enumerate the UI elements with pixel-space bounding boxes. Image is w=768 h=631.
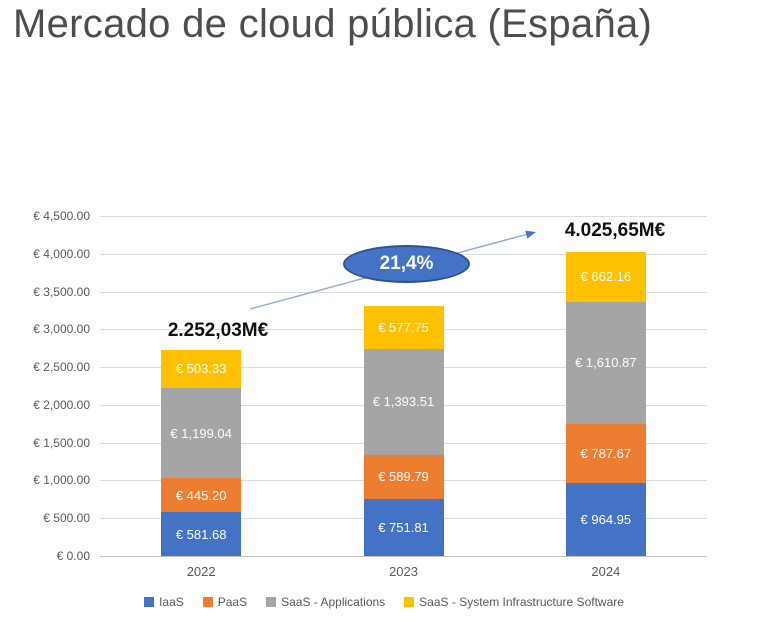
bar-segment-2024-saas-applications: € 1,610.87 bbox=[565, 301, 646, 424]
y-axis-label: € 1,000.00 bbox=[33, 473, 90, 488]
bar-value-label: € 577.75 bbox=[378, 320, 429, 335]
legend-label: PaaS bbox=[217, 595, 248, 609]
legend-swatch-icon bbox=[404, 597, 415, 607]
bar-value-label: € 1,393.51 bbox=[372, 394, 435, 410]
page-title: Mercado de cloud pública (España) bbox=[13, 2, 653, 46]
legend-item-saas-applications: SaaS - Applications bbox=[266, 595, 385, 609]
legend-swatch-icon bbox=[202, 597, 213, 607]
bar-segment-2022-paas: € 445.20 bbox=[161, 478, 242, 513]
bar-segment-2022-saas-system-infrastructure-software: € 503.33 bbox=[161, 349, 242, 388]
x-axis-label-2023: 2023 bbox=[389, 564, 418, 579]
growth-percentage-label: 21,4% bbox=[379, 253, 434, 274]
x-axis-label-2024: 2024 bbox=[591, 564, 621, 579]
legend-label: SaaS - Applications bbox=[281, 595, 386, 609]
bar-value-label: € 662.16 bbox=[580, 269, 632, 285]
y-axis-label: € 500.00 bbox=[43, 511, 90, 526]
y-axis-label: € 4,000.00 bbox=[33, 246, 90, 261]
bar-value-label: € 1,610.87 bbox=[575, 355, 637, 371]
legend-label: SaaS - System Infrastructure Software bbox=[419, 595, 624, 609]
legend-swatch-icon bbox=[144, 597, 155, 607]
gridline bbox=[100, 216, 707, 217]
bar-value-label: € 445.20 bbox=[175, 487, 227, 503]
growth-percentage-badge: 21,4% bbox=[343, 245, 470, 283]
bar-segment-2024-saas-system-infrastructure-software: € 662.16 bbox=[565, 251, 646, 302]
bar-value-label: € 589.79 bbox=[378, 469, 429, 485]
x-axis-line bbox=[100, 556, 707, 557]
bar-segment-2022-saas-applications: € 1,199.04 bbox=[161, 387, 242, 479]
legend-label: IaaS bbox=[159, 595, 184, 609]
legend-item-saas-system-infrastructure-software: SaaS - System Infrastructure Software bbox=[404, 595, 624, 609]
bar-value-label: € 503.33 bbox=[175, 361, 227, 377]
bar-value-label: € 581.68 bbox=[175, 526, 227, 542]
bar-segment-2022-iaas: € 581.68 bbox=[161, 512, 242, 556]
total-label-2024: 4.025,65M€ bbox=[564, 220, 666, 241]
y-axis-label: € 2,000.00 bbox=[33, 397, 90, 412]
y-axis-label: € 3,000.00 bbox=[33, 322, 90, 337]
bar-segment-2023-iaas: € 751.81 bbox=[363, 499, 444, 556]
bar-value-label: € 964.95 bbox=[580, 512, 632, 528]
bar-segment-2024-paas: € 787.67 bbox=[565, 423, 646, 484]
y-axis-label: € 1,500.00 bbox=[33, 435, 90, 450]
legend-item-iaas: IaaS bbox=[144, 595, 184, 609]
bar-segment-2023-paas: € 589.79 bbox=[363, 454, 444, 500]
bar-segment-2023-saas-system-infrastructure-software: € 577.75 bbox=[363, 305, 444, 350]
bar-segment-2024-iaas: € 964.95 bbox=[565, 483, 646, 556]
y-axis-label: € 2,500.00 bbox=[33, 360, 90, 375]
legend-swatch-icon bbox=[266, 597, 277, 607]
legend: IaaS PaaS SaaS - Applications SaaS - System… bbox=[0, 595, 768, 609]
y-axis-label: € 0.00 bbox=[56, 549, 90, 563]
y-axis-label: € 4,500.00 bbox=[33, 209, 90, 223]
bar-value-label: € 751.81 bbox=[378, 520, 429, 536]
bar-value-label: € 1,199.04 bbox=[170, 425, 232, 441]
bar-segment-2023-saas-applications: € 1,393.51 bbox=[363, 349, 444, 455]
bar-value-label: € 787.67 bbox=[580, 445, 632, 461]
y-axis-label: € 3,500.00 bbox=[33, 284, 90, 299]
total-label-2022: 2.252,03M€ bbox=[167, 320, 269, 341]
x-axis-label-2022: 2022 bbox=[186, 564, 216, 579]
legend-item-paas: PaaS bbox=[202, 595, 248, 609]
